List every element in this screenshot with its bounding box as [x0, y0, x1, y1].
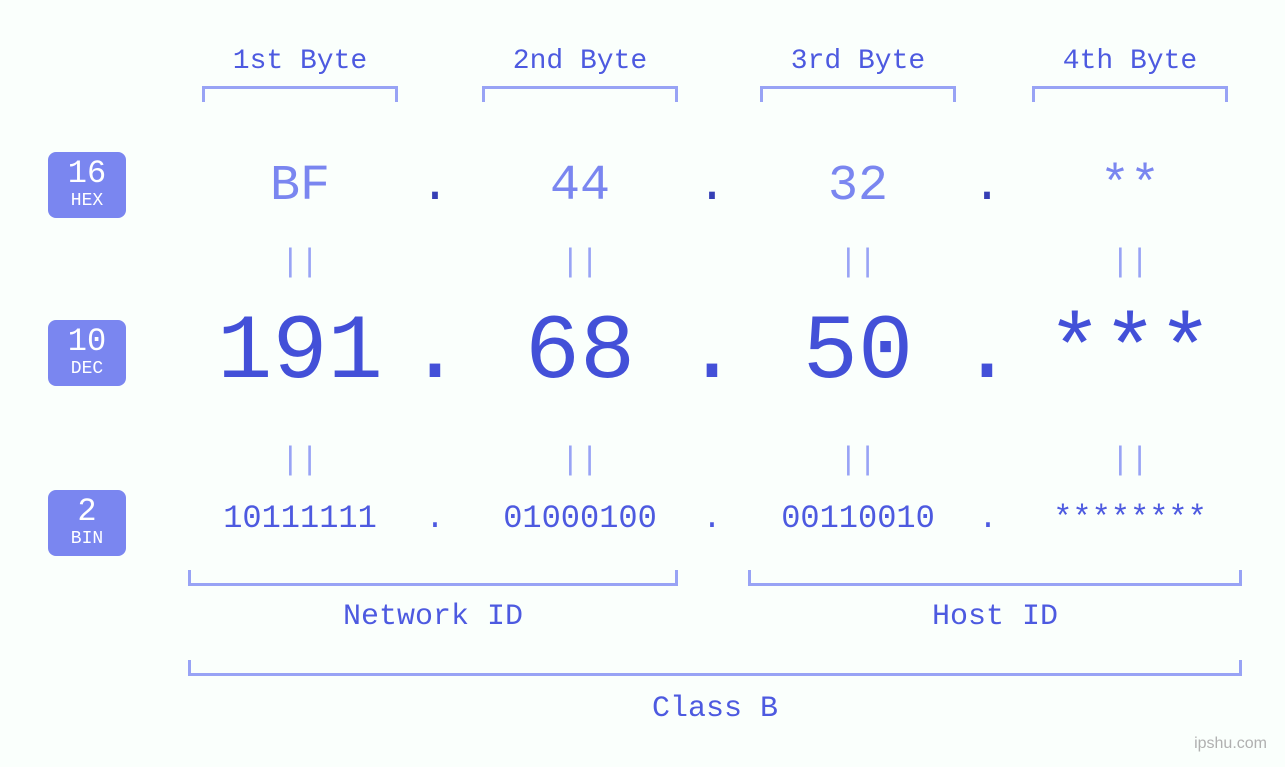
- hex-byte2: 44: [480, 158, 680, 215]
- byte1-bracket: [202, 86, 398, 102]
- bin-dot1: .: [425, 500, 445, 537]
- byte2-bracket: [482, 86, 678, 102]
- byte4-bracket: [1032, 86, 1228, 102]
- hex-badge: 16 HEX: [48, 152, 126, 218]
- byte2-label: 2nd Byte: [510, 46, 650, 77]
- eq-1-2: ||: [550, 244, 610, 281]
- dec-badge: 10 DEC: [48, 320, 126, 386]
- eq-2-3: ||: [828, 442, 888, 479]
- dec-byte4: ***: [1015, 300, 1245, 405]
- eq-1-4: ||: [1100, 244, 1160, 281]
- host-bracket: [748, 570, 1242, 586]
- dec-byte2: 68: [465, 300, 695, 405]
- byte3-bracket: [760, 86, 956, 102]
- eq-2-1: ||: [270, 442, 330, 479]
- byte1-label: 1st Byte: [230, 46, 370, 77]
- hex-dot2: .: [695, 158, 729, 215]
- bin-byte1: 10111111: [180, 500, 420, 537]
- hex-dot3: .: [970, 158, 1004, 215]
- bin-dot2: .: [702, 500, 722, 537]
- host-label: Host ID: [748, 600, 1242, 634]
- byte3-label: 3rd Byte: [788, 46, 928, 77]
- byte4-label: 4th Byte: [1060, 46, 1200, 77]
- dec-dot1: .: [400, 300, 470, 405]
- bin-byte4: ********: [1010, 500, 1250, 537]
- eq-2-2: ||: [550, 442, 610, 479]
- eq-2-4: ||: [1100, 442, 1160, 479]
- bin-base-num: 2: [48, 496, 126, 528]
- eq-1-3: ||: [828, 244, 888, 281]
- hex-base-label: HEX: [48, 192, 126, 210]
- eq-1-1: ||: [270, 244, 330, 281]
- ip-diagram: 1st Byte 2nd Byte 3rd Byte 4th Byte 16 H…: [0, 0, 1285, 767]
- hex-byte1: BF: [200, 158, 400, 215]
- network-bracket: [188, 570, 678, 586]
- bin-badge: 2 BIN: [48, 490, 126, 556]
- class-label: Class B: [188, 692, 1242, 726]
- hex-base-num: 16: [48, 158, 126, 190]
- class-bracket: [188, 660, 1242, 676]
- dec-byte1: 191: [185, 300, 415, 405]
- dec-dot3: .: [952, 300, 1022, 405]
- bin-dot3: .: [978, 500, 998, 537]
- hex-dot1: .: [418, 158, 452, 215]
- dec-base-label: DEC: [48, 360, 126, 378]
- bin-byte2: 01000100: [460, 500, 700, 537]
- hex-byte3: 32: [758, 158, 958, 215]
- dec-dot2: .: [677, 300, 747, 405]
- dec-byte3: 50: [743, 300, 973, 405]
- bin-base-label: BIN: [48, 530, 126, 548]
- watermark: ipshu.com: [1194, 735, 1267, 753]
- network-label: Network ID: [188, 600, 678, 634]
- dec-base-num: 10: [48, 326, 126, 358]
- bin-byte3: 00110010: [738, 500, 978, 537]
- hex-byte4: **: [1030, 158, 1230, 215]
